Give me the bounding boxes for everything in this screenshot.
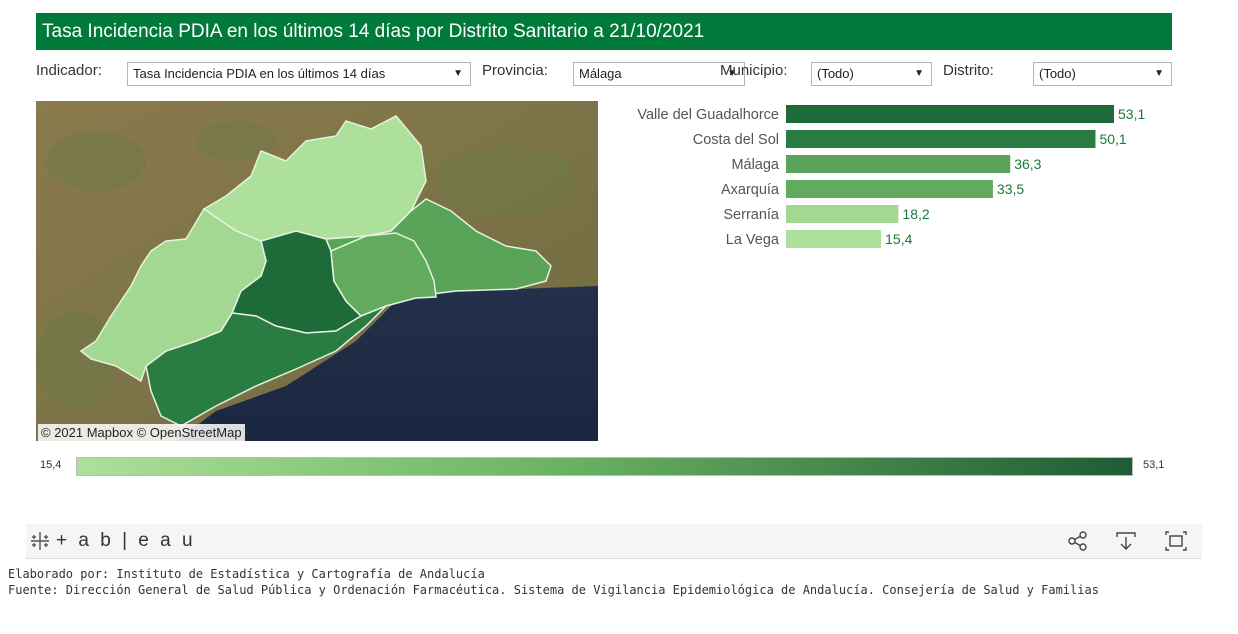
provincia-value: Málaga — [579, 66, 622, 81]
share-icon[interactable] — [1066, 529, 1090, 553]
map-attribution[interactable]: © 2021 Mapbox © OpenStreetMap — [38, 424, 245, 441]
municipio-dropdown[interactable]: (Todo) ▼ — [811, 62, 932, 86]
footer-source: Fuente: Dirección General de Salud Públi… — [8, 583, 1099, 597]
bar-value-label: 15,4 — [885, 231, 912, 247]
filter-bar: Indicador: Tasa Incidencia PDIA en los ú… — [36, 60, 1176, 86]
provincia-dropdown[interactable]: Málaga ▼ — [573, 62, 745, 86]
chevron-down-icon: ▼ — [914, 68, 924, 79]
distrito-value: (Todo) — [1039, 66, 1076, 81]
map-canvas — [36, 101, 598, 441]
indicador-dropdown[interactable]: Tasa Incidencia PDIA en los últimos 14 d… — [127, 62, 471, 86]
chevron-down-icon: ▼ — [453, 68, 463, 79]
bar[interactable] — [786, 105, 1114, 123]
bar-value-label: 50,1 — [1099, 131, 1126, 147]
municipio-value: (Todo) — [817, 66, 854, 81]
provincia-label: Provincia: — [482, 62, 548, 79]
chevron-down-icon: ▼ — [727, 68, 737, 79]
region-malaga[interactable] — [330, 232, 437, 317]
bar-value-label: 33,5 — [997, 181, 1024, 197]
sea — [176, 286, 598, 441]
distrito-label: Distrito: — [943, 62, 994, 79]
color-legend-ramp — [76, 457, 1133, 476]
district-map[interactable]: © 2021 Mapbox © OpenStreetMap — [36, 101, 598, 441]
distrito-dropdown[interactable]: (Todo) ▼ — [1033, 62, 1172, 86]
tableau-cross-icon — [31, 532, 49, 550]
bar[interactable] — [786, 180, 993, 198]
tableau-brand-text: + a b | e a u — [56, 530, 196, 551]
bar-category-label: La Vega — [726, 232, 780, 248]
bar-category-label: Serranía — [723, 207, 780, 223]
footer: Elaborado por: Instituto de Estadística … — [8, 566, 1099, 598]
indicador-value: Tasa Incidencia PDIA en los últimos 14 d… — [133, 66, 386, 81]
bar[interactable] — [786, 155, 1011, 173]
bar[interactable] — [786, 130, 1096, 148]
bar-value-label: 18,2 — [902, 206, 929, 222]
bar-category-label: Costa del Sol — [693, 132, 779, 148]
bar-category-label: Axarquía — [721, 182, 780, 198]
legend-max-label: 53,1 — [1143, 459, 1165, 471]
terrain-texture — [36, 121, 596, 411]
bar-value-label: 36,3 — [1014, 156, 1041, 172]
tableau-toolbar: + a b | e a u — [26, 524, 1202, 559]
chevron-down-icon: ▼ — [1154, 68, 1164, 79]
bar-chart: Valle del Guadalhorce 53,1 Costa del Sol 50… — [600, 102, 1200, 262]
download-icon[interactable] — [1114, 529, 1138, 553]
fullscreen-icon[interactable] — [1164, 529, 1188, 553]
indicador-label: Indicador: — [36, 62, 102, 79]
bar-category-label: Málaga — [731, 157, 779, 173]
dashboard-title: Tasa Incidencia PDIA en los últimos 14 d… — [36, 13, 1172, 50]
bar-category-label: Valle del Guadalhorce — [637, 107, 779, 123]
bar[interactable] — [786, 205, 899, 223]
region-serrania[interactable] — [79, 207, 267, 383]
bar-value-label: 53,1 — [1118, 106, 1145, 122]
bar-chart-svg: Valle del Guadalhorce 53,1 Costa del Sol 50… — [637, 105, 1145, 248]
bar[interactable] — [786, 230, 882, 248]
tableau-logo[interactable]: + a b | e a u — [30, 529, 196, 553]
legend-min-label: 15,4 — [40, 459, 62, 471]
footer-credit: Elaborado por: Instituto de Estadística … — [8, 567, 485, 581]
municipio-label: Municipio: — [720, 62, 788, 79]
